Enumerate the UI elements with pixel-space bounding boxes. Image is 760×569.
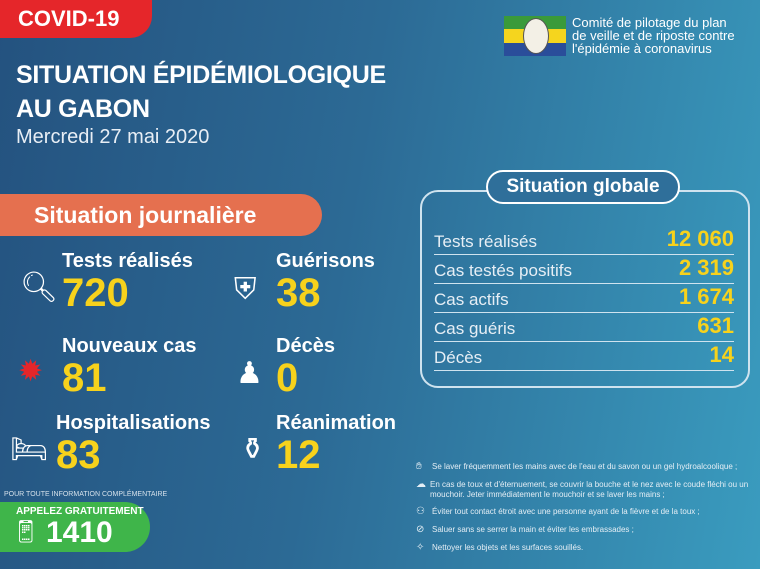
global-table: Tests réalisés 12 060 Cas testés positifs… [420, 190, 750, 388]
hotline-label: APPELEZ GRATUITEMENT [16, 506, 144, 517]
row-label: Cas actifs [434, 290, 509, 309]
no-handshake-icon: ⊘ [416, 524, 425, 535]
stat-label: Décès [276, 335, 335, 357]
stat-value: 81 [62, 356, 107, 400]
committee-line: Comité de pilotage du plan [572, 15, 727, 30]
stat-value: 83 [56, 433, 101, 477]
person-icon: ♟ [236, 356, 263, 391]
global-section-title: Situation globale [486, 170, 680, 204]
phone-hand-icon: 📱︎ [12, 520, 40, 545]
info-note: POUR TOUTE INFORMATION COMPLÉMENTAIRE [4, 491, 168, 498]
stat-label: Hospitalisations [56, 412, 211, 434]
covid-badge: COVID-19 [0, 0, 152, 38]
stat-tests: Tests réalisés 720 [62, 250, 193, 313]
tip-item: ⊘ Saluer sans se serrer la main et éviter… [416, 525, 756, 535]
row-value: 631 [697, 313, 734, 338]
hotline-number: 1410 [46, 516, 113, 549]
row-value: 12 060 [666, 226, 734, 251]
stat-value: 12 [276, 433, 321, 477]
committee-name: Comité de pilotage du plan de veille et … [572, 16, 735, 55]
committee-line: l'épidémie à coronavirus [572, 41, 712, 56]
stat-new-cases: Nouveaux cas 81 [62, 335, 197, 398]
hand-wash-icon: ✋︎ [416, 461, 422, 472]
row-label: Cas guéris [434, 319, 516, 338]
tip-text: Nettoyer les objets et les surfaces soui… [432, 543, 584, 552]
hospital-bed-icon: 🛏︎ [10, 432, 49, 467]
hotline-banner: APPELEZ GRATUITEMENT 📱︎ 1410 [0, 502, 150, 552]
virus-icon: ✹ [18, 354, 44, 389]
tip-text: Saluer sans se serrer la main et éviter … [432, 525, 634, 534]
title-line: SITUATION ÉPIDÉMIOLOGIQUE [16, 61, 386, 89]
table-row: Cas actifs 1 674 [434, 284, 734, 313]
oxygen-tank-icon: ⚱ [240, 432, 266, 467]
healing-shield-icon: ⛨ [234, 272, 257, 307]
committee-line: de veille et de riposte contre [572, 28, 735, 43]
stat-label: Guérisons [276, 250, 375, 272]
stat-hospitalisations: Hospitalisations 83 [56, 412, 210, 475]
report-date: Mercredi 27 mai 2020 [16, 126, 210, 148]
table-row: Cas guéris 631 [434, 313, 734, 342]
republic-seal-icon [523, 18, 549, 54]
magnifier-icon: 🔍︎ [20, 270, 59, 305]
stat-label: Réanimation [276, 412, 397, 434]
table-row: Tests réalisés 12 060 [434, 226, 734, 255]
cough-icon: ☁︎ [416, 479, 426, 490]
row-label: Tests réalisés [434, 232, 537, 251]
table-row: Décès 14 [434, 342, 734, 371]
stat-label: Tests réalisés [62, 250, 193, 272]
daily-section-title: Situation journalière [0, 194, 322, 236]
tip-text: Se laver fréquemment les mains avec de l… [432, 462, 738, 471]
stat-deaths: Décès 0 [276, 335, 335, 398]
tip-text: En cas de toux et d'éternuement, se couv… [430, 480, 749, 499]
stat-value: 0 [276, 356, 299, 400]
tip-item: ✋︎ Se laver fréquemment les mains avec de… [416, 462, 756, 472]
table-row: Cas testés positifs 2 319 [434, 255, 734, 284]
stat-value: 38 [276, 271, 321, 315]
row-value: 2 319 [678, 255, 734, 280]
cleaning-icon: ✧ [416, 542, 425, 553]
row-label: Cas testés positifs [434, 261, 572, 280]
tip-item: ✧ Nettoyer les objets et les surfaces sou… [416, 543, 756, 553]
title-line: AU GABON [16, 95, 150, 123]
page-title: SITUATION ÉPIDÉMIOLOGIQUE AU GABON [16, 58, 386, 126]
stat-recoveries: Guérisons 38 [276, 250, 375, 313]
stat-icu: Réanimation 12 [276, 412, 396, 475]
tip-item: ⚇ Éviter tout contact étroit avec une per… [416, 507, 756, 517]
distance-icon: ⚇ [416, 506, 425, 517]
row-value: 1 674 [678, 284, 734, 309]
gabon-flag-logo [504, 16, 566, 56]
tip-item: ☁︎ En cas de toux et d'éternuement, se co… [416, 480, 756, 500]
stat-label: Nouveaux cas [62, 335, 197, 357]
row-label: Décès [434, 348, 483, 367]
tip-text: Éviter tout contact étroit avec une pers… [432, 507, 700, 516]
row-value: 14 [709, 342, 734, 367]
stat-value: 720 [62, 271, 129, 315]
